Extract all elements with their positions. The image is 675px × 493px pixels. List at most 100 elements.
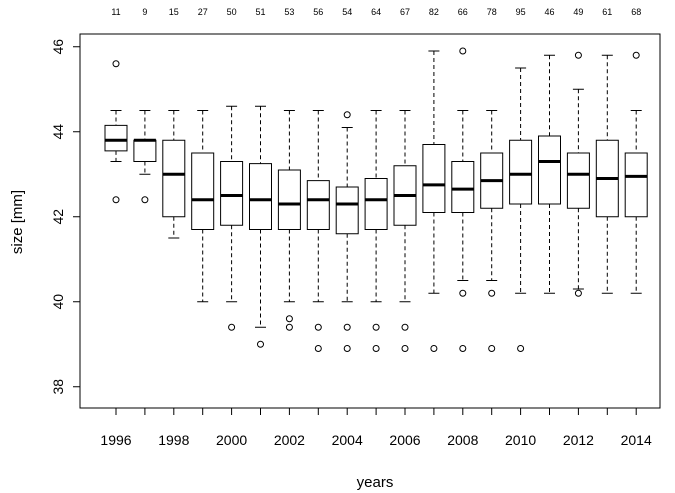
outlier-point xyxy=(285,323,293,331)
boxes xyxy=(104,47,648,352)
outlier-point xyxy=(574,289,582,297)
box-2014 xyxy=(624,51,648,294)
x-tick-label: 2014 xyxy=(621,432,652,448)
outlier-point xyxy=(430,345,438,352)
sample-count-label: 49 xyxy=(573,7,583,17)
sample-count-label: 61 xyxy=(602,7,612,17)
box-2012 xyxy=(566,51,590,297)
outlier-point xyxy=(372,323,380,331)
box-2013 xyxy=(595,54,619,294)
outlier-point xyxy=(488,289,496,297)
box-2007 xyxy=(422,50,446,352)
box-2011 xyxy=(538,54,561,294)
outlier-point xyxy=(343,111,351,119)
y-axis-title: size [mm] xyxy=(9,190,26,254)
outlier-point xyxy=(459,289,467,297)
outlier-point xyxy=(372,345,380,352)
x-tick-label: 2010 xyxy=(505,432,536,448)
outlier-point xyxy=(401,323,409,331)
x-tick-label: 2006 xyxy=(389,432,420,448)
box-2000 xyxy=(220,105,244,331)
iqr-box xyxy=(191,152,215,230)
sample-count-label: 15 xyxy=(169,7,179,17)
x-axis-title: years xyxy=(357,474,394,491)
box-1999 xyxy=(191,110,215,303)
x-tick-label: 1996 xyxy=(100,432,131,448)
iqr-box xyxy=(566,152,590,209)
outlier-point xyxy=(459,47,467,55)
outlier-point xyxy=(488,345,496,352)
sample-count-label: 50 xyxy=(227,7,237,17)
box-1998 xyxy=(162,110,186,239)
x-tick-label: 2004 xyxy=(332,432,363,448)
iqr-box xyxy=(509,139,533,205)
outlier-point xyxy=(141,196,149,204)
box-2001 xyxy=(249,105,272,348)
x-tick-label: 2000 xyxy=(216,432,247,448)
iqr-box xyxy=(538,135,561,205)
x-axis: 1996 1998 2000 2002 2004 2006 2008 2010 2012 2014 xyxy=(100,407,652,448)
sample-count-label: 95 xyxy=(516,7,526,17)
iqr-box xyxy=(133,139,157,162)
iqr-box xyxy=(335,186,359,235)
sample-count-label: 68 xyxy=(631,7,641,17)
iqr-box xyxy=(277,169,301,230)
sample-count-label: 9 xyxy=(142,7,147,17)
outlier-point xyxy=(343,323,351,331)
y-tick-label: 46 xyxy=(50,39,66,55)
outlier-point xyxy=(228,323,236,331)
outlier-point xyxy=(401,345,409,352)
y-tick-label: 44 xyxy=(50,124,66,140)
x-tick-label: 1998 xyxy=(158,432,189,448)
outlier-point xyxy=(314,323,322,331)
iqr-box xyxy=(104,124,128,152)
box-2002 xyxy=(277,110,301,331)
sample-count-label: 46 xyxy=(544,7,554,17)
iqr-box xyxy=(220,161,244,226)
box-2005 xyxy=(364,110,388,352)
sample-count-label: 56 xyxy=(313,7,323,17)
box-2008 xyxy=(451,47,475,352)
y-axis: 38 40 42 44 46 xyxy=(50,39,81,395)
iqr-box xyxy=(624,152,648,218)
outlier-point xyxy=(314,345,322,352)
box-2009 xyxy=(480,110,504,352)
box-2010 xyxy=(509,67,533,352)
iqr-box xyxy=(364,178,388,230)
outlier-point xyxy=(574,51,582,59)
outlier-point xyxy=(343,345,351,352)
box-2004 xyxy=(335,111,359,352)
iqr-box xyxy=(249,163,272,230)
iqr-box xyxy=(451,161,475,213)
sample-count-label: 53 xyxy=(284,7,294,17)
sample-count-label: 64 xyxy=(371,7,381,17)
iqr-box xyxy=(306,180,330,230)
outlier-point xyxy=(285,315,293,323)
y-tick-label: 38 xyxy=(50,379,66,395)
box-1996 xyxy=(104,60,128,204)
x-tick-label: 2008 xyxy=(447,432,478,448)
sample-count-label: 51 xyxy=(255,7,265,17)
sample-count-label: 54 xyxy=(342,7,352,17)
sample-count-label: 27 xyxy=(198,7,208,17)
box-2006 xyxy=(393,110,417,352)
iqr-box xyxy=(162,139,186,218)
sample-count-label: 11 xyxy=(111,7,120,17)
outlier-point xyxy=(632,51,640,59)
box-2003 xyxy=(306,110,330,352)
sample-count-label: 78 xyxy=(487,7,497,17)
outlier-point xyxy=(112,60,120,68)
outlier-point xyxy=(112,196,120,204)
x-tick-label: 2012 xyxy=(563,432,594,448)
sample-count-label: 66 xyxy=(458,7,468,17)
iqr-box xyxy=(422,144,446,213)
y-tick-label: 42 xyxy=(50,209,66,225)
outlier-point xyxy=(257,340,264,348)
sample-count-label: 82 xyxy=(429,7,439,17)
sample-count-labels: 11 9 15 27 50 51 53 56 54 64 67 82 66 78 95 46 49 61 68 xyxy=(111,7,641,17)
box-1997 xyxy=(133,110,157,204)
x-tick-label: 2002 xyxy=(274,432,305,448)
sample-count-label: 67 xyxy=(400,7,410,17)
outlier-point xyxy=(459,345,467,352)
